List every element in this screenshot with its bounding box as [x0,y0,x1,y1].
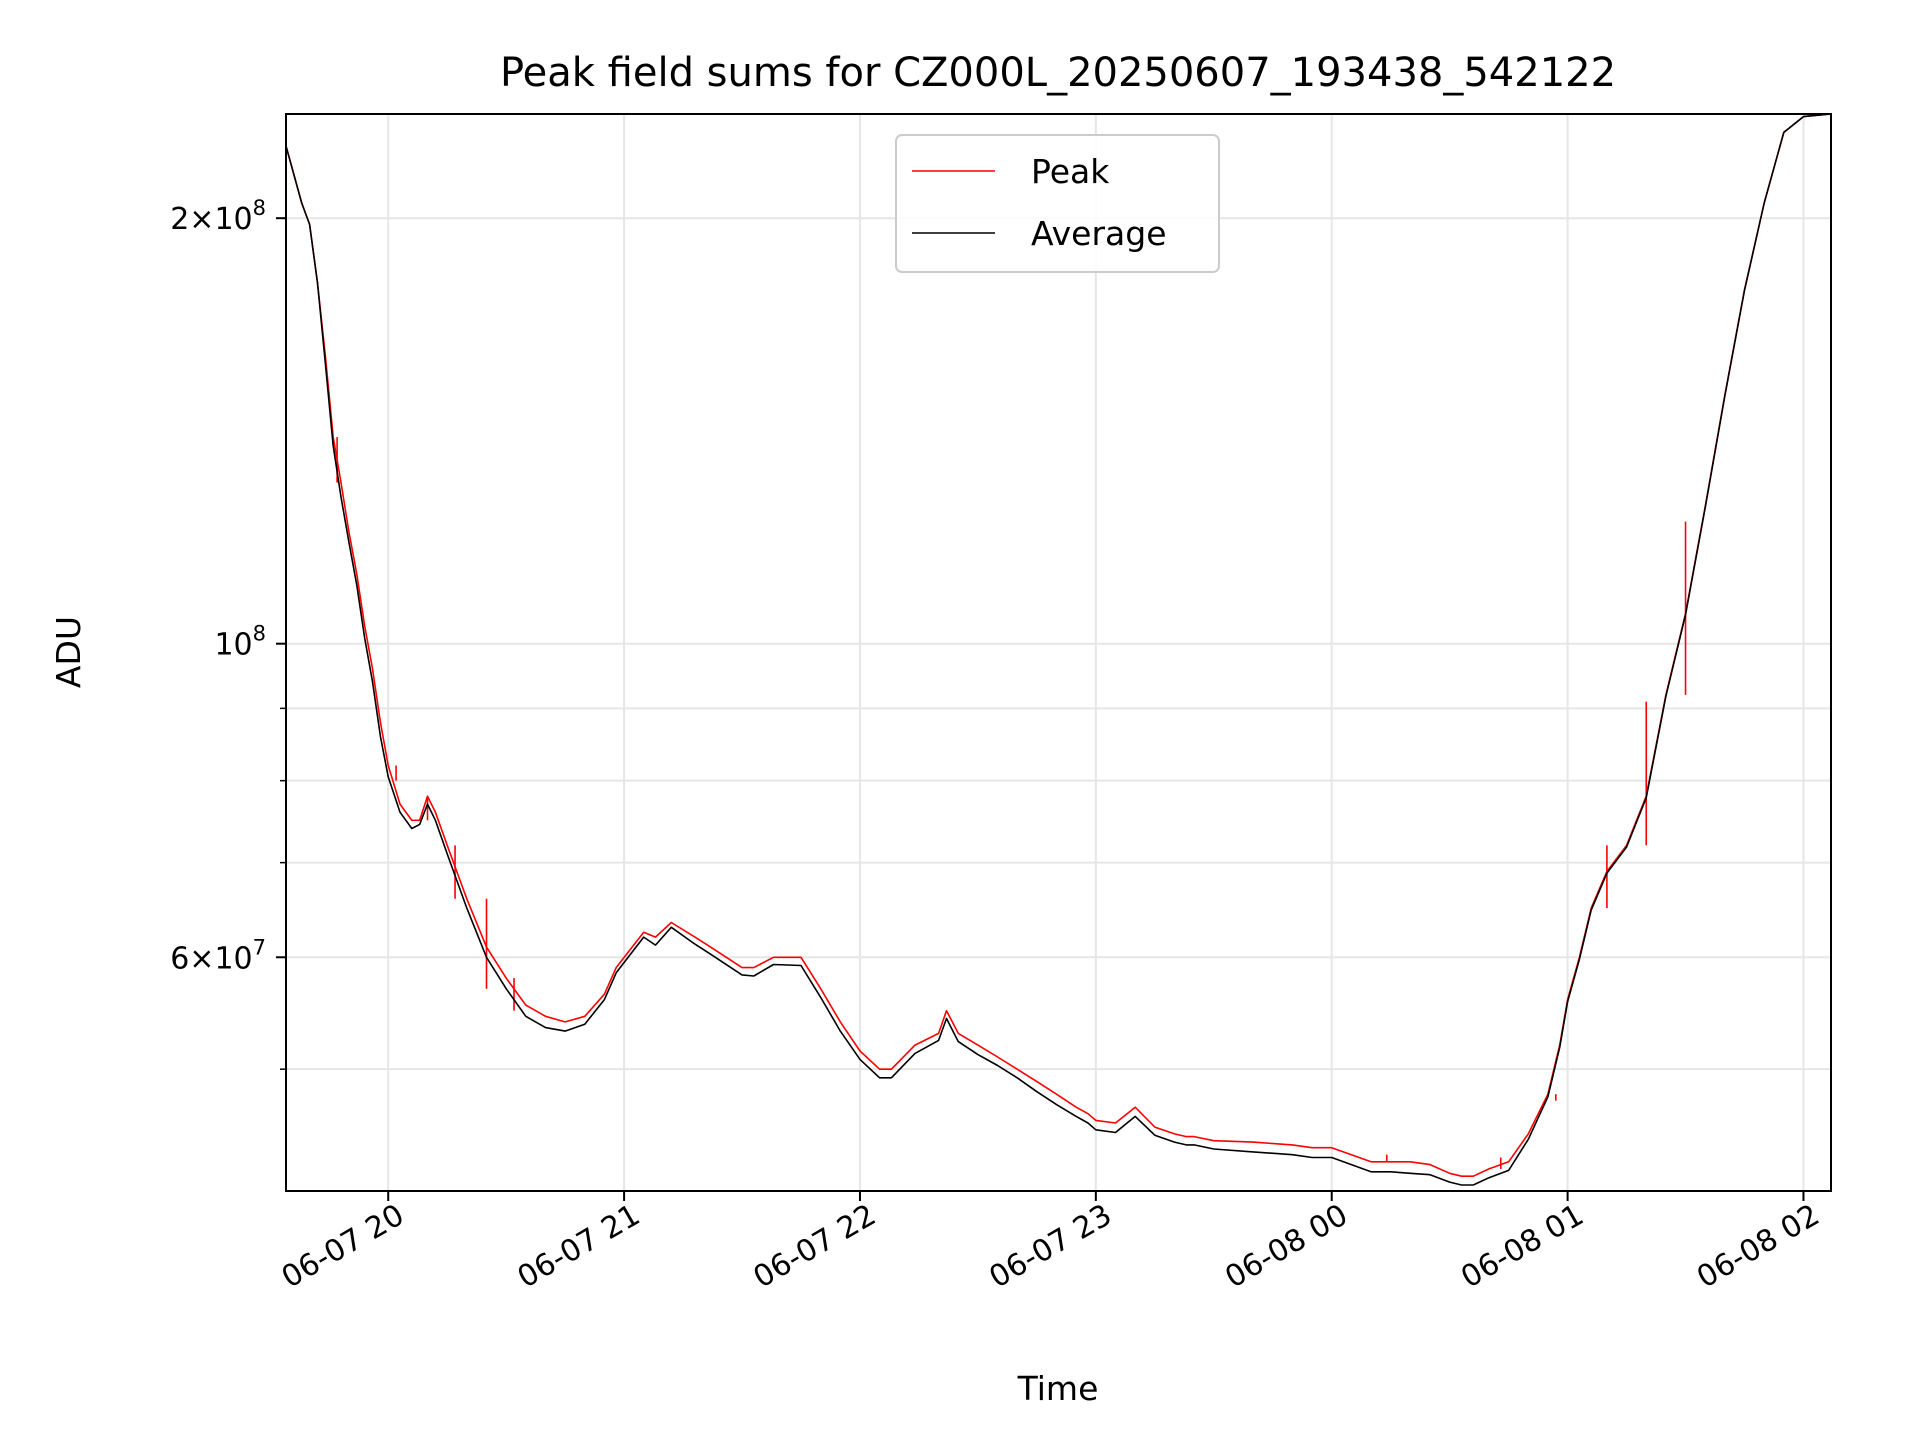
series-line-average [286,114,1831,1186]
legend: Peak Average [895,134,1220,273]
y-tick-label: 2×108 [170,196,266,237]
series-layer [286,114,1831,1186]
x-axis-label: Time [1017,1369,1099,1408]
legend-box [895,134,1220,273]
y-axis-label: ADU [49,616,88,688]
plot-frame [285,113,1832,1192]
legend-label-peak: Peak [1031,152,1110,191]
y-tick-label: 6×107 [170,935,266,976]
legend-label-average: Average [1031,214,1167,253]
chart-title: Peak field sums for CZ000L_20250607_1934… [500,50,1616,96]
grid [286,114,1831,1191]
